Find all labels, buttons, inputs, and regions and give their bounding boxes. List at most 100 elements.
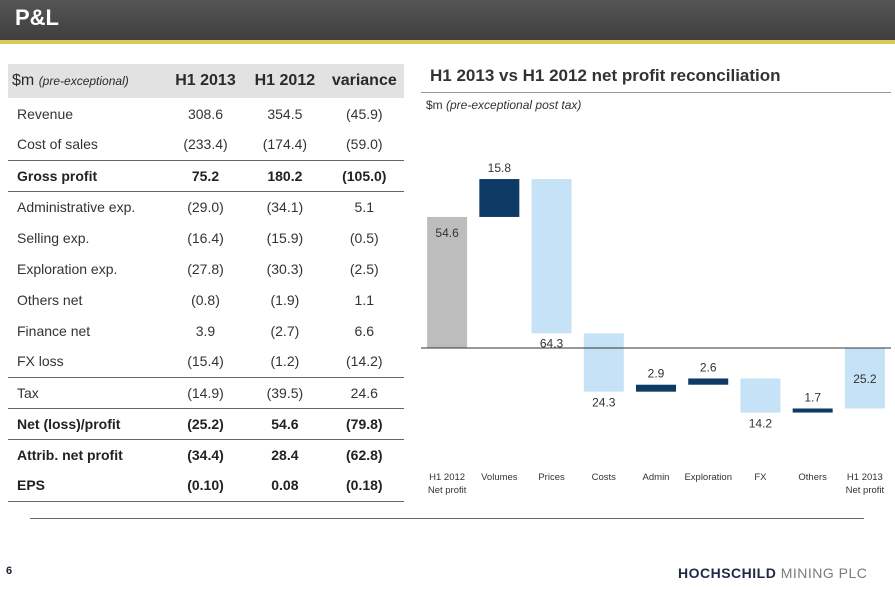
row-label: Gross profit xyxy=(8,159,166,192)
column-header-h1-2013: H1 2013 xyxy=(165,64,246,98)
cell-variance: 1.1 xyxy=(354,291,375,308)
table-row: Others net (0.8) (1.9) 1.1 xyxy=(8,284,404,315)
table-row: Revenue 308.6 354.5 (45.9) xyxy=(8,98,404,129)
cell-h1-2013: (34.4) xyxy=(187,446,224,463)
page-number: 6 xyxy=(6,565,13,577)
table-header-label: $m (pre-exceptional) xyxy=(8,64,166,98)
category-label: Net profit xyxy=(428,485,467,496)
cell-h1-2012: 54.6 xyxy=(245,408,325,440)
table-row: Net (loss)/profit (25.2) 54.6 (79.8) xyxy=(8,408,404,440)
cell-h1-2012: (39.5) xyxy=(245,377,325,409)
cell-h1-2012: (1.2) xyxy=(245,346,325,378)
bar-value-label: 2.6 xyxy=(700,360,717,374)
category-label: H1 2013 xyxy=(847,472,883,483)
row-label: Others net xyxy=(17,291,83,308)
waterfall-bar xyxy=(740,378,781,413)
row-label: Tax xyxy=(8,377,166,409)
pl-table: $m (pre-exceptional) H1 2013 H1 2012 var… xyxy=(8,64,404,502)
waterfall-bar xyxy=(844,348,885,409)
row-label: FX loss xyxy=(8,346,166,378)
cell-h1-2012: (34.1) xyxy=(266,198,304,215)
category-label: Costs xyxy=(592,472,617,483)
category-label: H1 2012 xyxy=(429,472,465,483)
row-label: Selling exp. xyxy=(17,229,90,246)
row-label: Cost of sales xyxy=(17,136,98,153)
row-label: Net (loss)/profit xyxy=(8,408,166,440)
cell-variance: 6.6 xyxy=(354,322,375,339)
bar-value-label: 14.2 xyxy=(749,417,773,431)
cell-h1-2012: 28.4 xyxy=(271,446,299,463)
waterfall-bar xyxy=(427,216,468,348)
chart-qualifier: (pre-exceptional post tax) xyxy=(446,98,582,112)
table-row: Selling exp. (16.4) (15.9) (0.5) xyxy=(8,222,404,253)
cell-h1-2013: (16.4) xyxy=(187,229,224,246)
table-row: Finance net 3.9 (2.7) 6.6 xyxy=(8,315,404,346)
waterfall-bar xyxy=(479,179,520,217)
cell-h1-2012: (2.7) xyxy=(270,322,300,339)
chart-unit: $m xyxy=(426,98,443,112)
category-label: Admin xyxy=(643,472,670,483)
logo-light-text: MINING PLC xyxy=(780,565,868,581)
cell-h1-2013: (25.2) xyxy=(165,408,246,440)
row-label: EPS xyxy=(8,470,166,502)
cell-variance: (0.5) xyxy=(349,229,379,246)
page-title: P&L xyxy=(15,5,59,30)
cell-h1-2012: (30.3) xyxy=(266,260,304,277)
table-row: Gross profit 75.2 180.2 (105.0) xyxy=(8,159,404,192)
table-row: FX loss (15.4) (1.2) (14.2) xyxy=(8,346,404,378)
cell-variance: 24.6 xyxy=(324,377,404,409)
cell-variance: (45.9) xyxy=(346,105,383,122)
bar-value-label: 25.2 xyxy=(853,372,877,386)
cell-variance: (2.5) xyxy=(349,260,379,277)
category-label: Others xyxy=(798,472,827,483)
header-accent-line xyxy=(0,40,895,44)
table-header-row: $m (pre-exceptional) H1 2013 H1 2012 var… xyxy=(8,64,404,98)
cell-h1-2012: (1.9) xyxy=(270,291,300,308)
table-row: Exploration exp. (27.8) (30.3) (2.5) xyxy=(8,253,404,284)
bar-value-label: 54.6 xyxy=(435,226,459,240)
cell-h1-2012: 180.2 xyxy=(245,159,325,192)
cell-h1-2012: (174.4) xyxy=(262,136,308,153)
chart-subtitle: $m (pre-exceptional post tax) xyxy=(426,98,581,112)
cell-variance: (59.0) xyxy=(346,136,383,153)
cell-h1-2013: (0.10) xyxy=(165,470,246,502)
table-row: Administrative exp. (29.0) (34.1) 5.1 xyxy=(8,191,404,222)
logo-bold-text: HOCHSCHILD xyxy=(678,565,777,581)
waterfall-bar xyxy=(688,378,729,385)
column-header-variance: variance xyxy=(324,64,404,98)
waterfall-bar xyxy=(792,408,833,413)
cell-variance: (62.8) xyxy=(346,446,383,463)
cell-h1-2013: 3.9 xyxy=(195,322,216,339)
cell-h1-2013: (14.9) xyxy=(165,377,246,409)
row-label: Exploration exp. xyxy=(17,260,118,277)
bar-value-label: 2.9 xyxy=(648,367,665,381)
company-logo: HOCHSCHILD MINING PLC xyxy=(678,565,867,581)
bottom-rule xyxy=(30,518,864,519)
bar-value-label: 24.3 xyxy=(592,396,616,410)
cell-variance: (14.2) xyxy=(324,346,404,378)
table-row: Attrib. net profit (34.4) 28.4 (62.8) xyxy=(8,439,404,470)
waterfall-bar xyxy=(636,384,676,392)
chart-title: H1 2013 vs H1 2012 net profit reconcilia… xyxy=(430,66,781,85)
table-row: Tax (14.9) (39.5) 24.6 xyxy=(8,377,404,409)
cell-h1-2013: 75.2 xyxy=(165,159,246,192)
category-label: Volumes xyxy=(481,472,518,483)
table-row: EPS (0.10) 0.08 (0.18) xyxy=(8,470,404,502)
category-label: Prices xyxy=(538,472,565,483)
column-header-h1-2012: H1 2012 xyxy=(245,64,325,98)
row-label: Administrative exp. xyxy=(17,198,136,215)
waterfall-bar xyxy=(583,333,624,392)
table-unit: $m xyxy=(12,72,35,89)
cell-h1-2012: 0.08 xyxy=(245,470,325,502)
category-label: FX xyxy=(754,472,767,483)
cell-h1-2013: (29.0) xyxy=(187,198,224,215)
waterfall-bar xyxy=(531,179,572,334)
category-label: Exploration xyxy=(684,472,732,483)
bar-value-label: 1.7 xyxy=(804,390,821,404)
header-bar: P&L xyxy=(0,0,895,40)
cell-h1-2012: (15.9) xyxy=(266,229,304,246)
row-label: Attrib. net profit xyxy=(17,446,123,463)
row-label: Finance net xyxy=(17,322,91,339)
bar-value-label: 15.8 xyxy=(488,161,512,175)
